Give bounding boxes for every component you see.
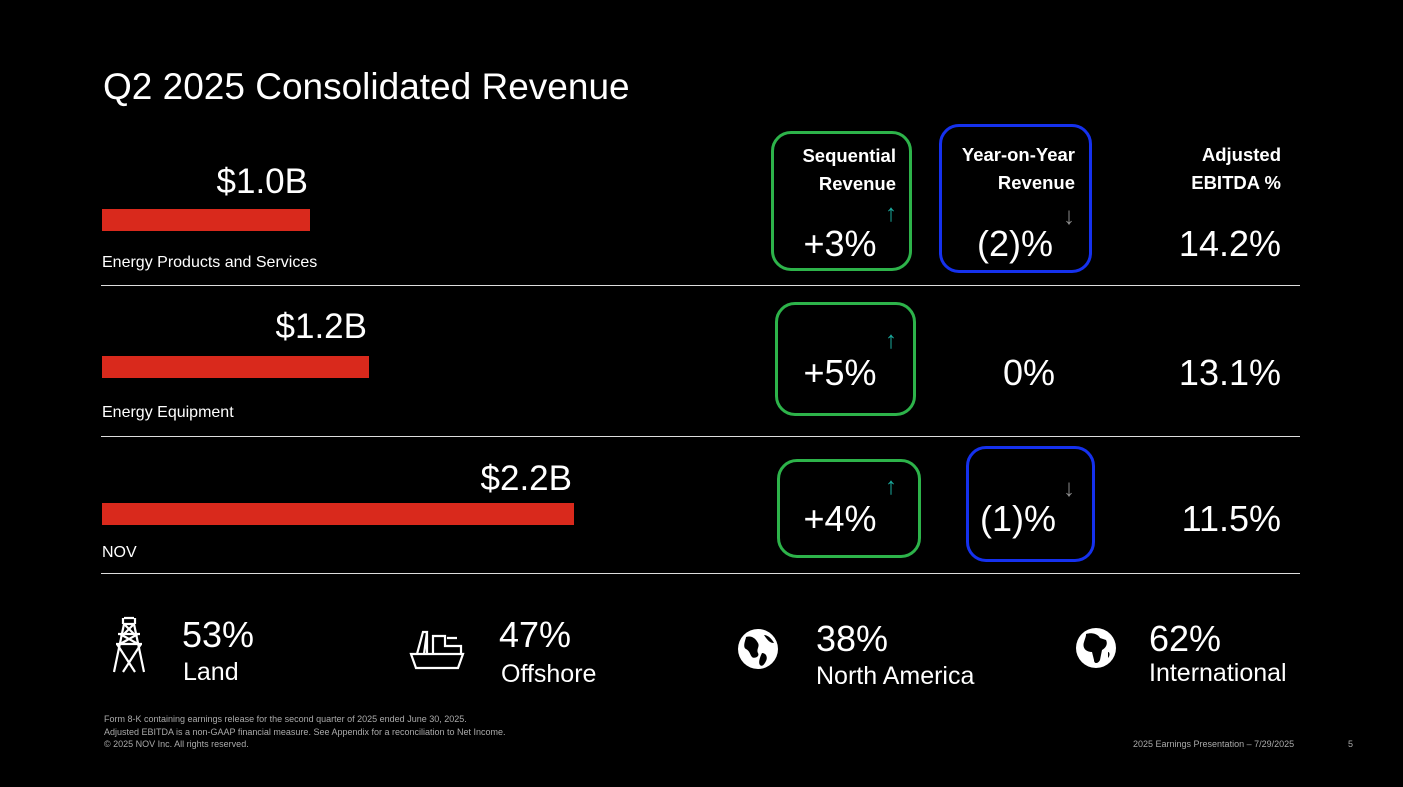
header-line: Adjusted [1201, 144, 1281, 165]
revenue-amount: $1.0B [216, 162, 308, 201]
sequential-value: +4% [803, 498, 877, 539]
offshore-vessel-icon [409, 630, 465, 670]
mix-label: Land [183, 658, 239, 686]
ebitda-value: 14.2% [1178, 223, 1281, 264]
mix-label: Offshore [501, 660, 597, 688]
segment-label: Energy Equipment [102, 404, 234, 421]
ebitda-header: Adjusted EBITDA % [1140, 141, 1281, 197]
arrow-down-icon: ↓ [1063, 203, 1075, 230]
mix-value: 47% [499, 614, 572, 655]
header-line: Sequential [802, 145, 896, 166]
divider [101, 573, 1300, 574]
footnotes: Form 8-K containing earnings release for… [104, 713, 506, 751]
yoy-box [939, 124, 1092, 273]
header-line: EBITDA % [1191, 172, 1281, 193]
sequential-header: Sequential Revenue [771, 142, 896, 198]
mix-value: 38% [816, 618, 889, 659]
sequential-value: +5% [803, 352, 877, 393]
yoy-header: Year-on-Year Revenue [939, 141, 1075, 197]
page-number: 5 [1348, 739, 1354, 749]
divider [101, 436, 1300, 437]
yoy-value: 0% [1002, 352, 1056, 393]
header-line: Year-on-Year [961, 144, 1075, 165]
sequential-value: +3% [803, 223, 877, 264]
page-title: Q2 2025 Consolidated Revenue [103, 66, 630, 107]
ebitda-value: 11.5% [1181, 498, 1281, 539]
mix-value: 53% [182, 614, 255, 655]
segment-label: Energy Products and Services [102, 254, 318, 271]
revenue-bar [102, 209, 310, 231]
globe-africa-icon [1076, 628, 1116, 668]
yoy-box [966, 446, 1095, 562]
footnote: Form 8-K containing earnings release for… [104, 714, 467, 724]
yoy-value: (2)% [976, 223, 1053, 264]
presentation-label: 2025 Earnings Presentation – 7/29/2025 [1133, 739, 1295, 749]
sequential-box [777, 459, 921, 558]
arrow-up-icon: ↑ [885, 200, 897, 227]
header-line: Revenue [997, 172, 1075, 193]
mix-value: 62% [1149, 618, 1222, 659]
copyright: © 2025 NOV Inc. All rights reserved. [104, 739, 249, 749]
yoy-value: (1)% [979, 498, 1056, 539]
footnote: Adjusted EBITDA is a non-GAAP financial … [104, 726, 506, 737]
globe-americas-icon [738, 629, 778, 669]
revenue-bar [102, 356, 369, 378]
mix-label: International [1149, 659, 1287, 687]
arrow-down-icon: ↓ [1063, 475, 1075, 502]
revenue-amount: $2.2B [480, 459, 572, 498]
ebitda-value: 13.1% [1178, 352, 1281, 393]
revenue-bar [102, 503, 574, 525]
arrow-up-icon: ↑ [885, 327, 897, 354]
arrow-up-icon: ↑ [885, 473, 897, 500]
divider [101, 285, 1300, 286]
oil-rig-icon [112, 616, 146, 673]
revenue-amount: $1.2B [275, 307, 367, 346]
sequential-box [771, 131, 912, 271]
segment-label: NOV [102, 544, 137, 561]
header-line: Revenue [818, 173, 896, 194]
sequential-box [775, 302, 916, 416]
mix-label: North America [816, 662, 975, 690]
